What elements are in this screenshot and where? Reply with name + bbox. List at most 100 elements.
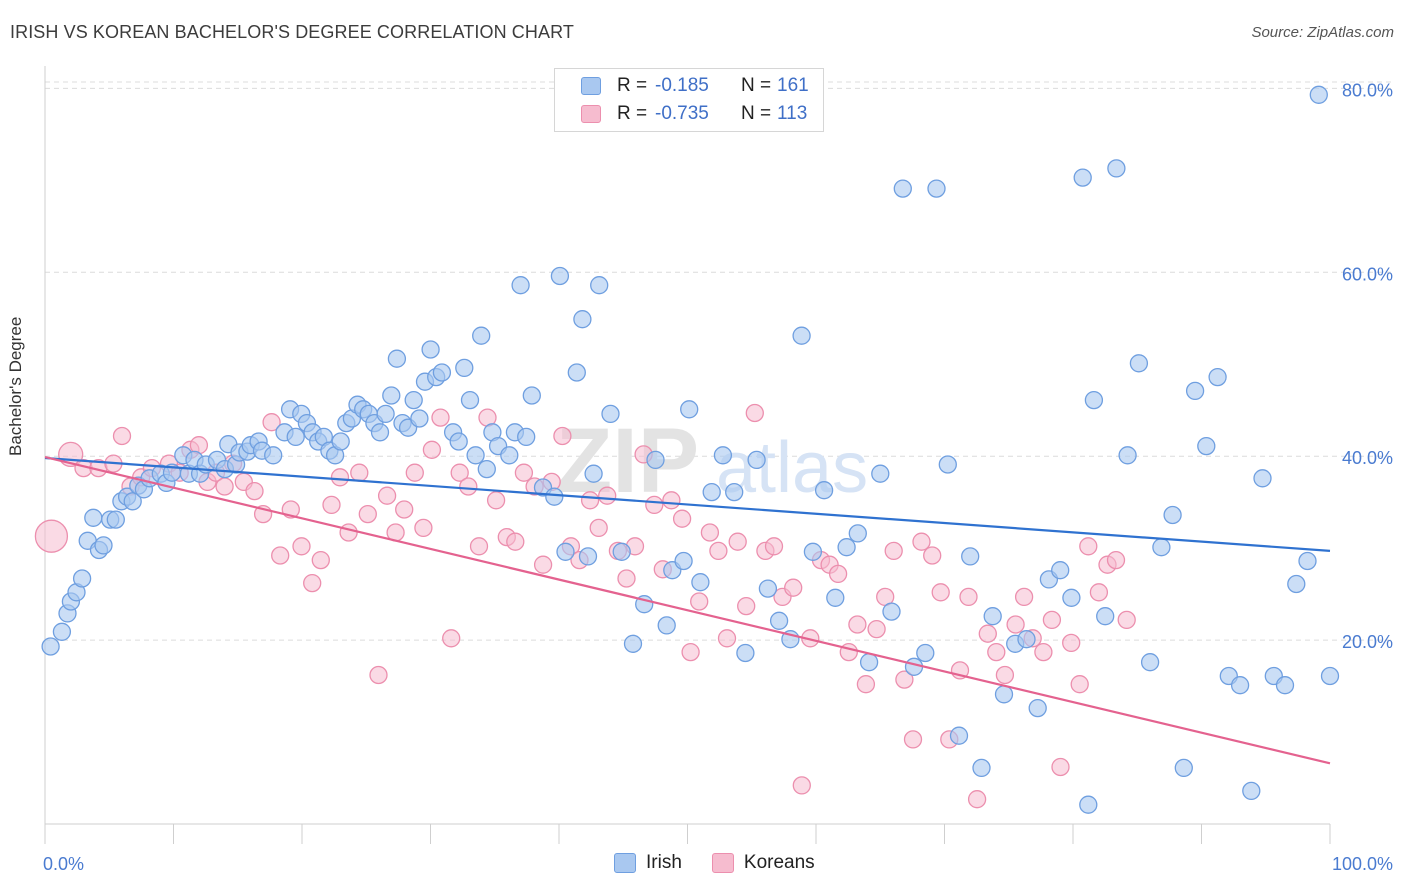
irish-point — [1140, 653, 1160, 672]
korean-point — [903, 730, 923, 749]
irish-point — [106, 510, 125, 529]
irish-point — [1287, 574, 1306, 594]
korean-point — [792, 776, 811, 795]
irish-point — [404, 390, 423, 410]
irish-point — [747, 450, 766, 470]
korean-point — [709, 541, 728, 561]
korean-point — [533, 555, 553, 574]
legend-item-irish[interactable]: Irish — [614, 852, 682, 874]
irish-point — [1230, 676, 1250, 695]
irish-point — [72, 569, 92, 588]
korean-point — [369, 665, 388, 685]
korean-point — [580, 491, 600, 510]
irish-point — [994, 685, 1014, 704]
irish-point — [612, 542, 631, 561]
irish-point — [477, 459, 496, 479]
y-tick-label: 20.0% — [1342, 632, 1393, 652]
irish-point — [882, 602, 901, 621]
irish-point — [517, 427, 536, 447]
korean-swatch — [581, 105, 601, 123]
irish-point — [674, 551, 693, 571]
irish-point — [41, 637, 60, 656]
irish-point — [691, 573, 710, 592]
irish-point — [331, 432, 350, 451]
korean-point — [450, 463, 469, 482]
korean-point — [350, 463, 369, 482]
irish-point — [1163, 505, 1182, 525]
korean-point — [112, 426, 132, 446]
irish-point — [657, 616, 676, 635]
r-label: R = — [617, 103, 648, 124]
irish-point — [387, 349, 407, 368]
irish-point — [370, 423, 390, 442]
korean-point — [737, 596, 756, 616]
korean-point — [598, 486, 617, 505]
korean-point — [514, 463, 534, 482]
korean-point — [262, 413, 281, 432]
irish-point — [550, 266, 570, 286]
korean-point — [1006, 615, 1025, 634]
korean-point — [442, 629, 461, 648]
korean-point — [784, 578, 803, 597]
korean-point — [959, 587, 978, 607]
irish-point — [848, 524, 867, 543]
irish-point — [286, 427, 305, 447]
irish-point — [382, 386, 401, 405]
irish-point — [1051, 561, 1070, 580]
irish-point — [803, 542, 823, 561]
irish-point — [522, 386, 541, 405]
irish-point — [702, 482, 721, 502]
korean-points — [34, 403, 1136, 809]
chart-title: IRISH VS KOREAN BACHELOR'S DEGREE CORREL… — [10, 22, 574, 42]
irish-point — [1118, 446, 1137, 465]
irish-point — [590, 276, 609, 295]
korean-point — [405, 463, 424, 482]
korean-point — [1034, 642, 1053, 662]
irish-point — [1185, 381, 1205, 401]
irish-point — [556, 542, 575, 561]
irish-point — [573, 310, 592, 329]
korean-point — [339, 523, 358, 542]
irish-trend-line — [44, 456, 1331, 553]
korean-point — [764, 537, 784, 556]
irish-point — [1096, 607, 1115, 626]
irish-point — [1197, 436, 1216, 456]
korean-point — [884, 541, 903, 561]
irish-point — [511, 276, 530, 295]
korean-point — [377, 486, 397, 505]
korean-point — [967, 790, 987, 809]
irish-point — [466, 446, 485, 465]
korean-point — [395, 500, 414, 519]
korean-point — [589, 518, 608, 538]
korean-point — [271, 546, 290, 565]
korean-point — [717, 629, 737, 648]
y-tick-label: 60.0% — [1342, 264, 1393, 284]
irish-swatch — [581, 77, 601, 95]
korean-point — [856, 675, 876, 694]
irish-point — [893, 179, 912, 198]
korean-point — [292, 537, 311, 556]
legend-item-koreans[interactable]: Koreans — [711, 852, 815, 874]
korean-point — [1106, 550, 1126, 570]
irish-point — [826, 588, 845, 607]
korean-point — [700, 523, 720, 542]
series-legend: Irish Koreans — [614, 852, 845, 874]
irish-point — [713, 446, 733, 465]
irish-point — [769, 611, 789, 630]
irish-point — [1298, 551, 1317, 571]
korean-point — [358, 504, 377, 524]
n-value: 113 — [777, 103, 808, 124]
irish-point — [410, 409, 429, 428]
irish-point — [376, 404, 395, 424]
r-label: R = — [617, 75, 648, 96]
korean-point — [923, 546, 942, 565]
korean-point — [1079, 537, 1098, 556]
korean-point — [330, 468, 350, 487]
irish-point — [871, 464, 890, 483]
irish-point — [1028, 698, 1047, 718]
source-credit: Source: ZipAtlas.com — [1251, 24, 1394, 41]
irish-point — [949, 726, 969, 745]
korean-point — [34, 519, 69, 553]
irish-point — [567, 363, 586, 382]
x-tick-label: 100.0% — [1332, 854, 1393, 874]
